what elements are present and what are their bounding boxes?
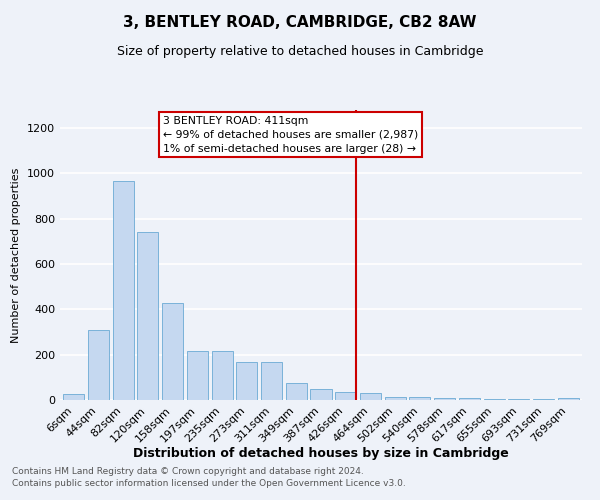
- Bar: [508, 399, 529, 400]
- Text: Distribution of detached houses by size in Cambridge: Distribution of detached houses by size …: [133, 448, 509, 460]
- Bar: [286, 383, 307, 400]
- Text: 3, BENTLEY ROAD, CAMBRIDGE, CB2 8AW: 3, BENTLEY ROAD, CAMBRIDGE, CB2 8AW: [123, 15, 477, 30]
- Bar: [187, 352, 208, 400]
- Text: 3 BENTLEY ROAD: 411sqm
← 99% of detached houses are smaller (2,987)
1% of semi-d: 3 BENTLEY ROAD: 411sqm ← 99% of detached…: [163, 116, 418, 154]
- Bar: [434, 398, 455, 400]
- Text: Contains HM Land Registry data © Crown copyright and database right 2024.
Contai: Contains HM Land Registry data © Crown c…: [12, 466, 406, 487]
- Bar: [459, 398, 480, 400]
- Bar: [63, 394, 84, 400]
- Bar: [88, 330, 109, 400]
- Bar: [533, 399, 554, 400]
- Bar: [409, 396, 430, 400]
- Bar: [310, 388, 332, 400]
- Bar: [137, 232, 158, 400]
- Bar: [360, 393, 381, 400]
- Bar: [484, 399, 505, 400]
- Bar: [162, 302, 183, 400]
- Bar: [261, 362, 282, 400]
- Y-axis label: Number of detached properties: Number of detached properties: [11, 168, 22, 342]
- Bar: [212, 352, 233, 400]
- Bar: [385, 396, 406, 400]
- Text: Size of property relative to detached houses in Cambridge: Size of property relative to detached ho…: [117, 45, 483, 58]
- Bar: [335, 392, 356, 400]
- Bar: [558, 398, 579, 400]
- Bar: [236, 362, 257, 400]
- Bar: [113, 182, 134, 400]
